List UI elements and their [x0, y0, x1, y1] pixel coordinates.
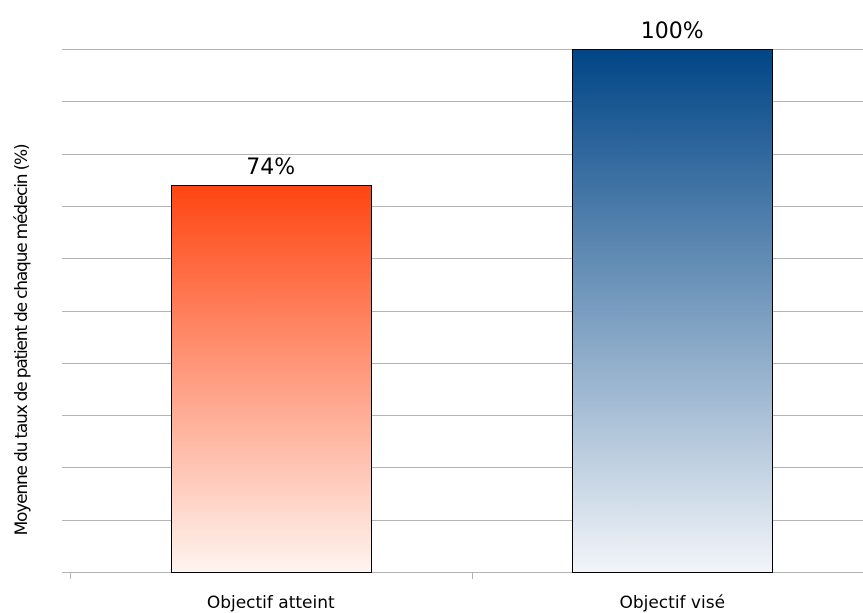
category-labels: Objectif atteint Objectif visé: [207, 593, 725, 613]
bars: [171, 49, 773, 573]
y-axis-label: Moyenne du taux de patient de chaque méd…: [12, 144, 32, 535]
bar-2: [572, 49, 773, 573]
category-label-2: Objectif visé: [619, 593, 725, 613]
category-label-1: Objectif atteint: [207, 593, 335, 613]
bar-1: [171, 185, 372, 573]
value-labels: 74% 100%: [246, 19, 703, 180]
x-axis: [62, 572, 863, 579]
data-label-1: 74%: [246, 155, 295, 180]
data-label-2: 100%: [641, 19, 704, 44]
